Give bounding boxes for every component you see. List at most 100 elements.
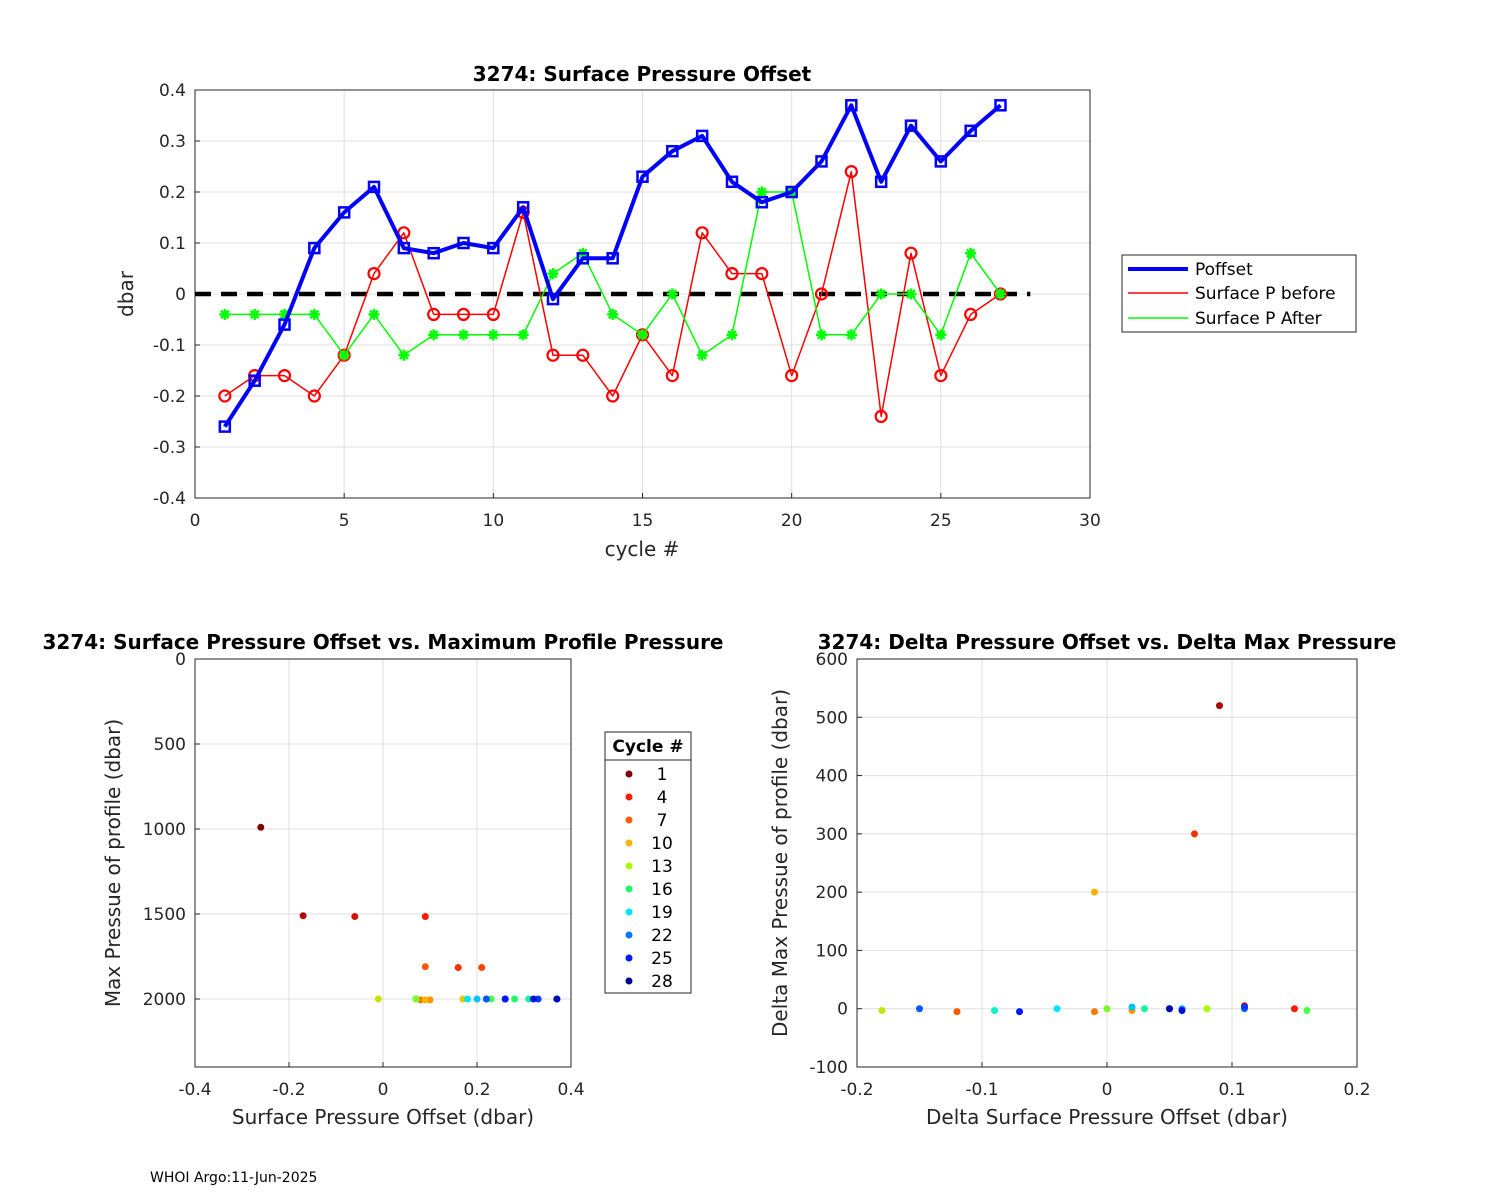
br-scatter-point (878, 1006, 886, 1014)
after-marker (219, 308, 231, 320)
br-y-tick-label: 100 (816, 941, 848, 961)
after-marker-stroke (399, 350, 409, 360)
poffset-marker (606, 252, 619, 265)
cycle-legend-label: 4 (657, 788, 668, 808)
top-x-tick-label: 0 (190, 511, 201, 531)
bl-scatter-point (454, 964, 462, 972)
after-marker-stroke (488, 330, 499, 340)
after-marker (756, 186, 768, 198)
poffset-marker (725, 175, 739, 189)
br-scatter-point (991, 1006, 998, 1014)
top-y-tick-label: 0.1 (159, 234, 186, 254)
before-marker (606, 389, 620, 403)
top-chart: 0 5 10 15 20 25 30 0.4 0.3 0.2 0.1 0 -0.1 -0.2 -0.3 -0.… (114, 62, 1357, 561)
cycle-legend-entries: 1 4 7 10 13 16 19 22 25 28 (625, 765, 673, 992)
before-marker (934, 369, 948, 383)
poffset-marker (427, 246, 440, 260)
legend-label-before: Surface P before (1195, 284, 1336, 304)
poffset-marker (487, 241, 500, 255)
poffset-marker (397, 241, 411, 255)
after-marker (726, 329, 738, 341)
legend-label-after: Surface P After (1195, 309, 1322, 329)
before-marker (814, 287, 829, 301)
br-scatter-point (1178, 1006, 1186, 1014)
after-marker (517, 329, 529, 341)
br-scatter-point (1241, 1003, 1248, 1011)
after-marker-stroke (667, 289, 678, 299)
before-marker (277, 369, 292, 383)
cycle-legend-label: 19 (651, 903, 673, 923)
top-y-tick-label: 0.4 (159, 81, 186, 101)
br-ticks: -0.2 -0.1 0 0.1 0.2 600 500 400 300 200 100 0 -100 (809, 650, 1370, 1100)
top-y-tick-label: -0.1 (153, 336, 186, 356)
poffset-marker (576, 252, 590, 265)
cycle-legend-swatch (625, 770, 633, 778)
br-y-tick-label: 600 (816, 650, 848, 670)
top-y-axis-label: dbar (114, 270, 138, 317)
br-points (878, 702, 1311, 1016)
br-x-axis-label: Delta Surface Pressure Offset (dbar) (926, 1105, 1288, 1129)
after-marker (368, 308, 380, 320)
bl-scatter-point (482, 995, 490, 1003)
after-marker-stroke (846, 330, 857, 340)
top-y-tick-label: 0.2 (159, 183, 186, 203)
after-marker (249, 308, 261, 320)
poffset-marker (815, 155, 828, 168)
br-scatter-point (1303, 1006, 1311, 1014)
after-marker (816, 329, 827, 341)
br-scatter-point (916, 1005, 923, 1013)
after-marker-stroke (279, 309, 290, 320)
cycle-legend-box (604, 731, 692, 994)
br-y-tick-label: -100 (809, 1058, 848, 1078)
bl-points (257, 823, 561, 1004)
after-marker-stroke (428, 330, 439, 340)
before-marker (755, 267, 769, 281)
bl-x-axis-label: Surface Pressure Offset (dbar) (232, 1105, 534, 1129)
br-scatter-point (1203, 1005, 1211, 1013)
br-scatter-point (1191, 830, 1198, 838)
br-scatter-point (1091, 888, 1098, 896)
after-marker (547, 268, 559, 280)
top-legend: Poffset Surface P before Surface P After (1121, 254, 1357, 333)
cycle-legend-label: 28 (651, 972, 673, 992)
bl-scatter-point (529, 995, 537, 1003)
poffset-marker (308, 241, 321, 255)
br-y-tick-label: 0 (837, 1000, 848, 1020)
before-marker (964, 307, 978, 321)
before-marker (904, 246, 918, 260)
poffset-marker (874, 175, 888, 189)
before-marker (546, 348, 560, 362)
before-marker (695, 226, 709, 240)
before-marker (665, 369, 679, 383)
after-marker (428, 329, 440, 341)
after-marker (965, 247, 977, 259)
bl-scatter-point (421, 913, 429, 921)
top-y-tick-label: 0 (175, 285, 186, 305)
br-scatter-point (1141, 1005, 1148, 1013)
bl-scatter-point (473, 995, 481, 1003)
poffset-marker (964, 124, 977, 138)
after-marker-stroke (249, 309, 260, 320)
before-marker (576, 348, 590, 362)
bl-scatter-point (478, 964, 486, 972)
top-x-tick-label: 15 (632, 511, 654, 531)
bl-ticks: -0.4 -0.2 0 0.2 0.4 0 500 1000 1500 2000 (143, 650, 585, 1100)
after-marker-stroke (697, 350, 707, 360)
cycle-legend-swatch (625, 793, 633, 801)
poffset-marker (367, 180, 381, 194)
br-y-axis-label: Delta Max Pressue of profile (dbar) (768, 689, 792, 1037)
top-series (195, 99, 1031, 433)
top-chart-title: 3274: Surface Pressure Offset (473, 62, 812, 86)
br-y-tick-label: 300 (816, 825, 848, 845)
top-x-tick-label: 10 (483, 511, 505, 531)
cycle-legend: Cycle # 1 4 7 10 13 16 19 22 25 28 (604, 731, 692, 994)
poffset-marker (994, 99, 1007, 112)
after-marker (905, 288, 917, 300)
bl-x-tick-label: 0.2 (463, 1080, 490, 1100)
poffset-marker (845, 99, 858, 112)
top-y-tick-label: -0.2 (153, 387, 186, 407)
cycle-legend-label: 22 (651, 926, 673, 946)
legend-label-poffset: Poffset (1195, 260, 1253, 280)
cycle-legend-swatch (625, 885, 633, 893)
